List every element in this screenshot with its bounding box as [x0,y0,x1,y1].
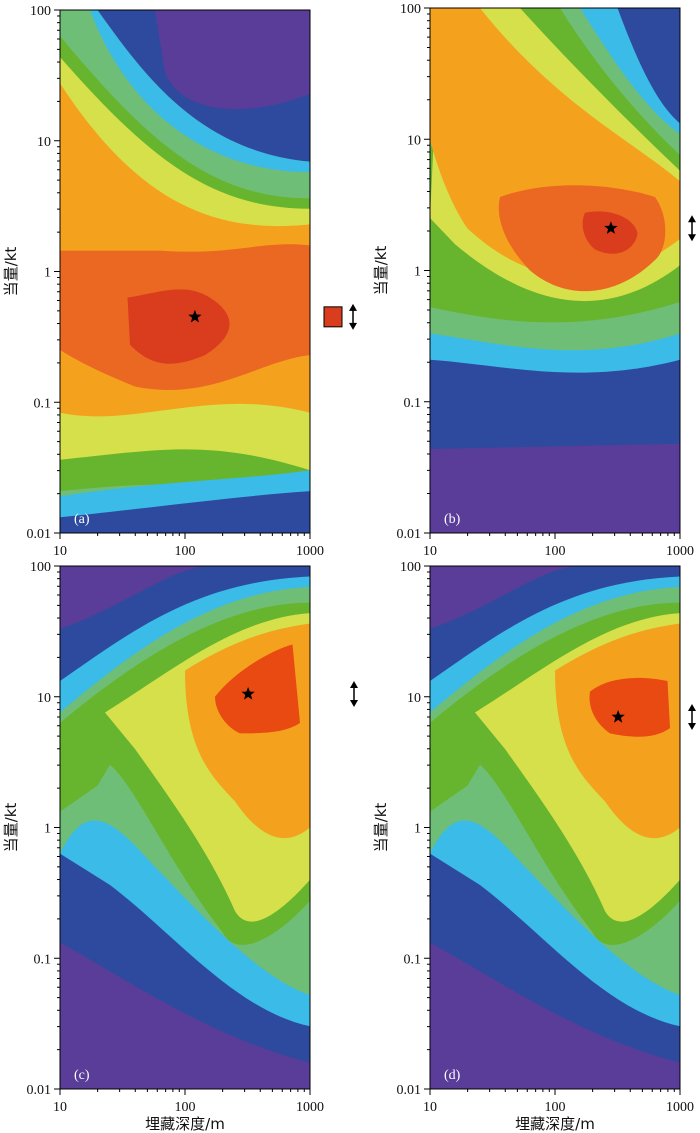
panel-label: (a) [74,512,90,527]
best-fit-star [611,710,625,723]
panel-label: (d) [444,1068,461,1083]
contour-field [430,566,680,1089]
arrow-head-up [349,303,357,311]
contour-band [582,211,638,254]
panel-c: 10 100 1000 0.01 0.1 1 10 100 当量/kt 埋藏深度/m (c) [2,560,358,1133]
y-tick-label: 1 [44,266,51,281]
panel-b: 10 100 1000 0.01 0.1 1 10 100 当量/kt (b) [372,2,696,559]
y-tick-label: 10 [407,691,421,706]
best-fit-star [241,687,255,700]
x-tick-label: 1000 [666,1100,694,1115]
y-tick-label: 100 [30,4,51,19]
contour-field [430,8,680,533]
contour-band [60,491,310,533]
arrow-head-up [688,704,696,712]
y-axis-label: 当量/kt [372,246,390,296]
y-tick-label: 0.1 [34,396,52,411]
y-tick-label: 10 [407,133,421,148]
contour-band [127,289,230,364]
y-tick-label: 0.01 [397,1083,422,1098]
arrow-head-down [350,699,358,707]
x-tick-label: 10 [423,544,437,559]
y-tick-label: 10 [37,691,51,706]
y-axis-label: 当量/kt [2,803,20,853]
y-axis-label: 当量/kt [372,803,390,853]
y-axis-label: 当量/kt [2,247,20,297]
y-tick-label: 0.1 [404,396,422,411]
x-tick-label: 100 [175,544,196,559]
x-tick-label: 100 [545,544,566,559]
panel-label: (b) [444,512,461,527]
arrow-head-down [688,234,696,242]
best-fit-star [188,309,202,323]
contour-band [60,10,310,173]
x-tick-label: 100 [545,1100,566,1115]
contour-field [60,566,310,1089]
panel-a: 10 100 1000 0.01 0.1 1 10 100 当量/kt (a) [2,4,357,559]
y-tick-label: 0.01 [397,527,422,542]
x-tick-label: 1000 [666,544,694,559]
panel-label: (c) [74,1068,90,1083]
x-tick-label: 10 [423,1100,437,1115]
contour-field [60,10,310,533]
x-tick-label: 10 [53,1100,67,1115]
x-axis-label: 埋藏深度/m [145,1115,225,1133]
y-tick-label: 100 [30,560,51,575]
y-tick-label: 1 [414,822,421,837]
panel-d: 10 100 1000 0.01 0.1 1 10 100 当量/kt 埋藏深度/m (d) [372,560,696,1133]
x-tick-label: 100 [175,1100,196,1115]
y-tick-label: 0.01 [27,527,52,542]
x-axis-label: 埋藏深度/m [515,1115,595,1133]
y-tick-label: 100 [400,2,421,17]
x-tick-label: 1000 [296,1100,324,1115]
x-tick-label: 10 [53,544,67,559]
contour-band [589,677,670,737]
side-color-box [323,306,343,328]
arrow-head-down [349,322,357,330]
contour-band [215,644,300,734]
best-fit-star [604,221,618,234]
arrow-head-up [688,215,696,223]
y-tick-label: 100 [400,560,421,575]
y-tick-label: 0.1 [34,952,52,967]
arrow-head-up [350,680,358,688]
contour-band [498,185,666,292]
y-tick-label: 0.01 [27,1083,52,1098]
x-tick-label: 1000 [296,544,324,559]
y-tick-label: 10 [37,135,51,150]
contour-band [155,10,310,110]
arrow-head-down [688,723,696,731]
y-tick-label: 1 [44,822,51,837]
y-tick-label: 0.1 [404,952,422,967]
y-tick-label: 1 [414,265,421,280]
